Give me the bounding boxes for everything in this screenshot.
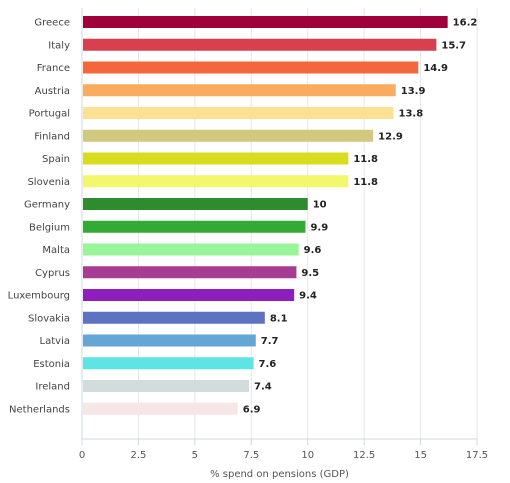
category-label: Netherlands (9, 404, 70, 415)
data-labels: 16.2 15.7 14.9 13.9 13.8 12.9 11.8 11.8 10 9.9 9.6… (243, 18, 478, 416)
category-label: Italy (48, 40, 70, 51)
data-label: 12.9 (378, 131, 403, 142)
bar (83, 402, 238, 415)
data-label: 13.9 (401, 86, 426, 97)
category-label: Estonia (33, 359, 70, 370)
data-label: 7.6 (259, 359, 277, 370)
data-label: 9.6 (304, 245, 322, 256)
x-tick-label: 5 (192, 450, 198, 461)
bar (83, 198, 308, 210)
x-tick-labels: 0 2.5 5 7.5 10 12.5 15 17.5 (79, 450, 488, 461)
category-label: Cyprus (35, 268, 70, 279)
bar (83, 61, 419, 74)
data-label: 10 (313, 200, 327, 211)
x-tick-label: 0 (79, 450, 85, 461)
bar (83, 243, 299, 256)
data-label: 16.2 (453, 18, 478, 29)
bars (83, 16, 448, 415)
data-label: 9.5 (301, 268, 319, 279)
category-label: Spain (42, 154, 70, 165)
bar (83, 220, 306, 233)
data-label: 8.1 (270, 313, 288, 324)
bar (83, 129, 374, 142)
data-label: 6.9 (243, 404, 261, 415)
category-label: Austria (35, 86, 70, 97)
category-label: Ireland (35, 382, 70, 393)
category-label: Germany (24, 200, 70, 211)
data-label: 7.4 (254, 382, 272, 393)
category-label: Belgium (29, 222, 70, 233)
bar (83, 311, 265, 324)
data-label: 9.9 (310, 222, 328, 233)
bar (83, 175, 349, 188)
bar (83, 152, 349, 165)
category-labels: Greece Italy France Austria Portugal Finland S… (8, 18, 70, 416)
category-label: Finland (34, 131, 70, 142)
data-label: 15.7 (441, 40, 466, 51)
data-label: 11.8 (353, 154, 378, 165)
bar (83, 357, 254, 370)
x-tick-label: 15 (414, 450, 427, 461)
bar (83, 107, 394, 119)
data-label: 13.8 (398, 109, 423, 120)
x-axis-title: % spend on pensions (GDP) (210, 469, 349, 480)
data-label: 7.7 (261, 336, 279, 347)
bar (83, 84, 396, 97)
category-label: France (37, 63, 70, 74)
x-tick-label: 10 (301, 450, 314, 461)
data-label: 11.8 (353, 177, 378, 188)
bar (83, 380, 250, 392)
bar (83, 266, 297, 279)
category-label: Latvia (40, 336, 70, 347)
category-label: Luxembourg (8, 291, 70, 302)
x-tick-label: 17.5 (466, 450, 488, 461)
category-label: Slovakia (28, 313, 70, 324)
category-label: Portugal (29, 109, 70, 120)
category-label: Greece (34, 18, 70, 29)
bar (83, 16, 448, 28)
data-label: 9.4 (299, 291, 317, 302)
bar (83, 38, 437, 51)
bar (83, 289, 295, 301)
category-label: Malta (42, 245, 70, 256)
bar (83, 334, 256, 347)
data-label: 14.9 (423, 63, 448, 74)
category-label: Slovenia (27, 177, 70, 188)
x-tick-label: 2.5 (130, 450, 146, 461)
x-tick-label: 7.5 (243, 450, 259, 461)
x-tick-label: 12.5 (353, 450, 375, 461)
